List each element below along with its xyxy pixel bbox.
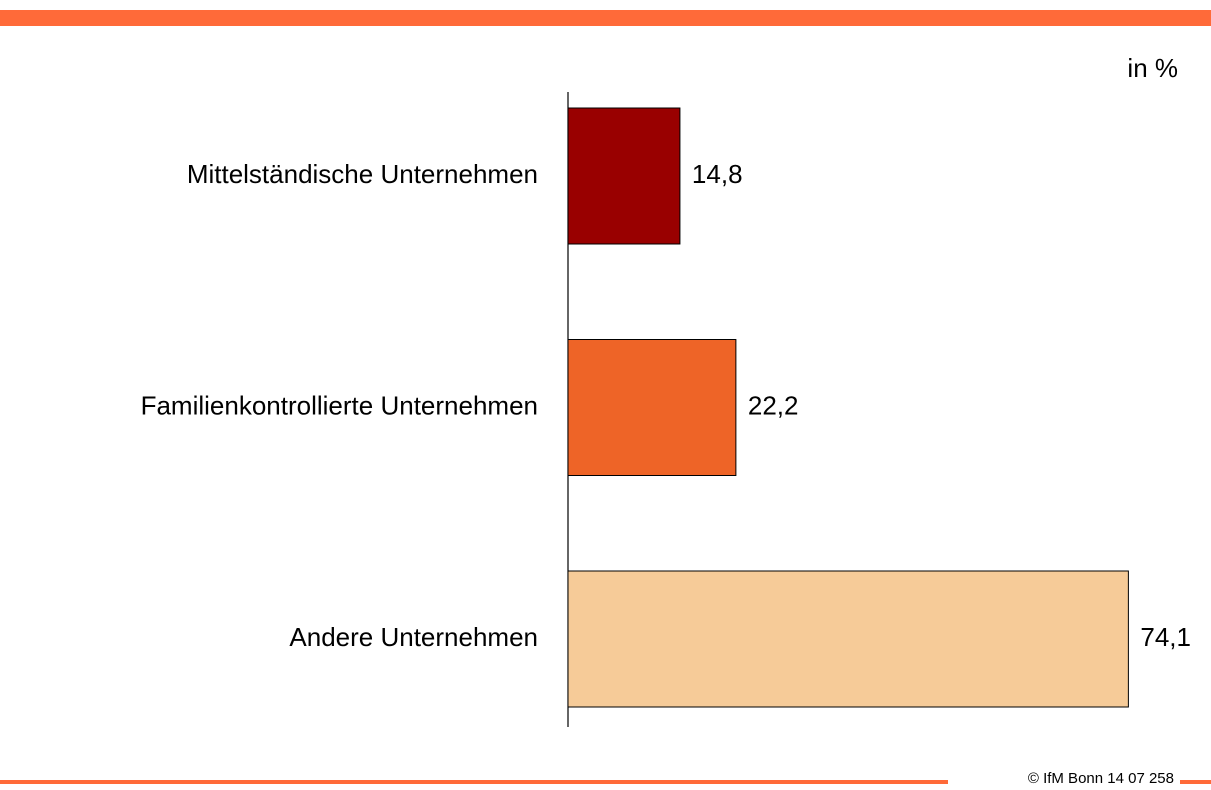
footer-line: [1180, 780, 1211, 784]
bar: [567, 570, 1129, 708]
category-label: Familienkontrollierte Unternehmen: [141, 390, 538, 420]
category-label: Mittelständische Unternehmen: [187, 159, 538, 189]
header-bar: [0, 10, 1211, 26]
bar: [567, 339, 737, 476]
footer-line: [0, 780, 948, 784]
value-label: 22,2: [748, 390, 799, 420]
value-label: 74,1: [1140, 622, 1191, 652]
value-label: 14,8: [692, 159, 743, 189]
bar: [567, 107, 681, 245]
footer-text: © IfM Bonn 14 07 258: [1028, 770, 1174, 785]
category-label: Andere Unternehmen: [289, 622, 538, 652]
unit-label: in %: [1127, 53, 1178, 83]
